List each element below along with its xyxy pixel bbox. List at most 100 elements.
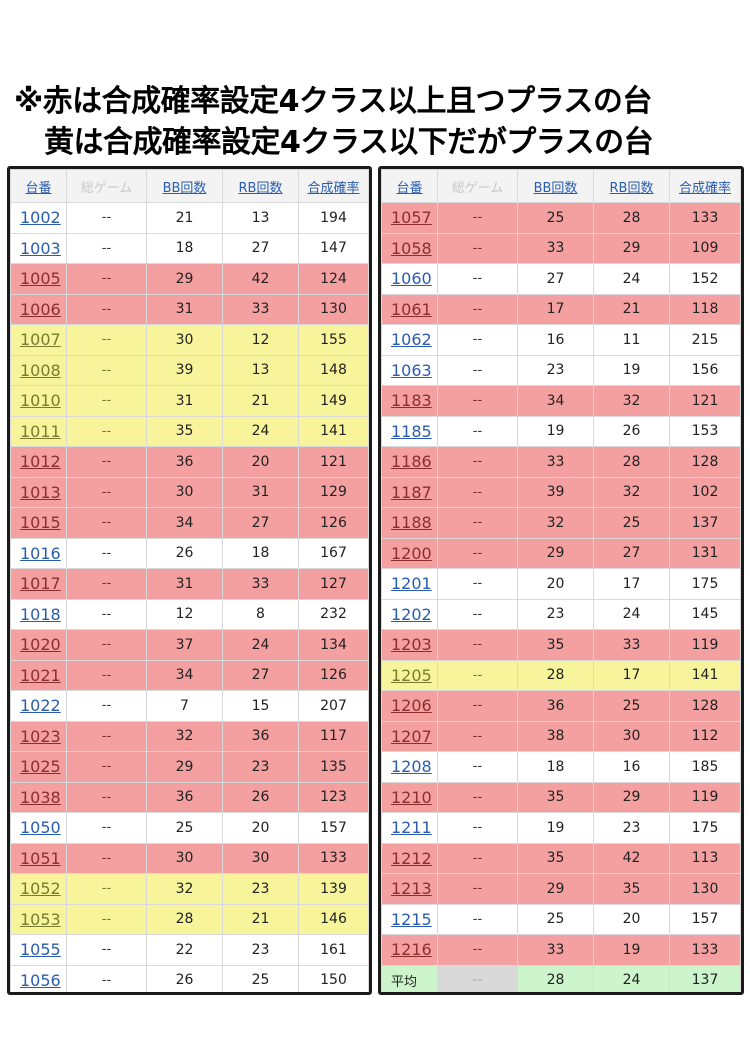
- machine-number-link[interactable]: 1183: [391, 391, 432, 411]
- machine-number-cell[interactable]: 1025: [10, 751, 67, 783]
- machine-number-link[interactable]: 1053: [20, 909, 61, 929]
- machine-number-link[interactable]: 1012: [20, 452, 61, 472]
- machine-number-cell[interactable]: 1038: [10, 781, 67, 813]
- machine-number-link[interactable]: 1211: [391, 818, 432, 838]
- machine-number-cell[interactable]: 1186: [381, 446, 438, 478]
- machine-number-cell[interactable]: 1020: [10, 629, 67, 661]
- machine-number-cell[interactable]: 1006: [10, 293, 67, 325]
- machine-number-link[interactable]: 1051: [20, 848, 61, 868]
- machine-number-cell[interactable]: 1051: [10, 842, 67, 874]
- col-header-rb-count[interactable]: RB回数: [593, 169, 670, 203]
- machine-number-link[interactable]: 1020: [20, 635, 61, 655]
- machine-number-cell[interactable]: 1013: [10, 476, 67, 508]
- machine-number-link[interactable]: 1057: [391, 208, 432, 228]
- machine-number-link[interactable]: 1200: [391, 543, 432, 563]
- machine-number-link[interactable]: 1215: [391, 909, 432, 929]
- machine-number-link[interactable]: 1022: [20, 696, 61, 716]
- machine-number-cell[interactable]: 1188: [381, 507, 438, 539]
- machine-number-cell[interactable]: 1052: [10, 873, 67, 905]
- machine-number-cell[interactable]: 1018: [10, 598, 67, 630]
- machine-number-cell[interactable]: 1015: [10, 507, 67, 539]
- machine-number-cell[interactable]: 1211: [381, 812, 438, 844]
- machine-number-link[interactable]: 1206: [391, 696, 432, 716]
- machine-number-cell[interactable]: 1183: [381, 385, 438, 417]
- machine-number-link[interactable]: 1186: [391, 452, 432, 472]
- machine-number-link[interactable]: 1017: [20, 574, 61, 594]
- machine-number-cell[interactable]: 1023: [10, 720, 67, 752]
- machine-number-link[interactable]: 1201: [391, 574, 432, 594]
- machine-number-link[interactable]: 1021: [20, 665, 61, 685]
- col-header-machine-number[interactable]: 台番: [10, 169, 67, 203]
- machine-number-link[interactable]: 1202: [391, 604, 432, 624]
- machine-number-link[interactable]: 1055: [20, 940, 61, 960]
- machine-number-cell[interactable]: 1212: [381, 842, 438, 874]
- machine-number-cell[interactable]: 1003: [10, 232, 67, 264]
- machine-number-cell[interactable]: 1010: [10, 385, 67, 417]
- machine-number-cell[interactable]: 1053: [10, 903, 67, 935]
- col-header-bb-count[interactable]: BB回数: [146, 169, 223, 203]
- machine-number-link[interactable]: 1208: [391, 757, 432, 777]
- machine-number-link[interactable]: 1003: [20, 238, 61, 258]
- machine-number-link[interactable]: 1016: [20, 543, 61, 563]
- machine-number-cell[interactable]: 1203: [381, 629, 438, 661]
- machine-number-link[interactable]: 1212: [391, 848, 432, 868]
- machine-number-link[interactable]: 1061: [391, 299, 432, 319]
- machine-number-cell[interactable]: 1207: [381, 720, 438, 752]
- machine-number-cell[interactable]: 1056: [10, 964, 67, 992]
- machine-number-link[interactable]: 1185: [391, 421, 432, 441]
- machine-number-cell[interactable]: 1005: [10, 263, 67, 295]
- machine-number-cell[interactable]: 1016: [10, 537, 67, 569]
- machine-number-cell[interactable]: 1012: [10, 446, 67, 478]
- machine-number-cell[interactable]: 1208: [381, 751, 438, 783]
- machine-number-cell[interactable]: 1017: [10, 568, 67, 600]
- machine-number-link[interactable]: 1060: [391, 269, 432, 289]
- machine-number-cell[interactable]: 1060: [381, 263, 438, 295]
- machine-number-link[interactable]: 1007: [20, 330, 61, 350]
- machine-number-link[interactable]: 1025: [20, 757, 61, 777]
- machine-number-cell[interactable]: 1050: [10, 812, 67, 844]
- col-header-combined-rate[interactable]: 合成確率: [669, 169, 741, 203]
- machine-number-cell[interactable]: 1008: [10, 354, 67, 386]
- machine-number-link[interactable]: 1015: [20, 513, 61, 533]
- machine-number-link[interactable]: 1213: [391, 879, 432, 899]
- machine-number-link[interactable]: 1188: [391, 513, 432, 533]
- machine-number-cell[interactable]: 1205: [381, 659, 438, 691]
- col-header-bb-count[interactable]: BB回数: [517, 169, 594, 203]
- machine-number-cell[interactable]: 1058: [381, 232, 438, 264]
- machine-number-cell[interactable]: 1061: [381, 293, 438, 325]
- machine-number-link[interactable]: 1023: [20, 726, 61, 746]
- machine-number-link[interactable]: 1013: [20, 482, 61, 502]
- machine-number-cell[interactable]: 1200: [381, 537, 438, 569]
- machine-number-cell[interactable]: 1216: [381, 934, 438, 966]
- machine-number-cell[interactable]: 1201: [381, 568, 438, 600]
- machine-number-link[interactable]: 1216: [391, 940, 432, 960]
- machine-number-cell[interactable]: 1210: [381, 781, 438, 813]
- col-header-rb-count[interactable]: RB回数: [222, 169, 299, 203]
- col-header-machine-number[interactable]: 台番: [381, 169, 438, 203]
- machine-number-link[interactable]: 1018: [20, 604, 61, 624]
- machine-number-link[interactable]: 1203: [391, 635, 432, 655]
- machine-number-link[interactable]: 1011: [20, 421, 61, 441]
- machine-number-link[interactable]: 1038: [20, 787, 61, 807]
- machine-number-cell[interactable]: 1022: [10, 690, 67, 722]
- machine-number-cell[interactable]: 1002: [10, 202, 67, 234]
- machine-number-link[interactable]: 1052: [20, 879, 61, 899]
- col-header-combined-rate[interactable]: 合成確率: [298, 169, 369, 203]
- machine-number-cell[interactable]: 1055: [10, 934, 67, 966]
- machine-number-link[interactable]: 1187: [391, 482, 432, 502]
- machine-number-cell[interactable]: 1213: [381, 873, 438, 905]
- machine-number-cell[interactable]: 1011: [10, 415, 67, 447]
- machine-number-link[interactable]: 1002: [20, 208, 61, 228]
- machine-number-link[interactable]: 1058: [391, 238, 432, 258]
- machine-number-cell[interactable]: 1202: [381, 598, 438, 630]
- machine-number-cell[interactable]: 1021: [10, 659, 67, 691]
- machine-number-cell[interactable]: 1062: [381, 324, 438, 356]
- machine-number-link[interactable]: 1210: [391, 787, 432, 807]
- machine-number-link[interactable]: 1056: [20, 970, 61, 990]
- machine-number-link[interactable]: 1050: [20, 818, 61, 838]
- machine-number-link[interactable]: 1205: [391, 665, 432, 685]
- machine-number-link[interactable]: 1010: [20, 391, 61, 411]
- machine-number-link[interactable]: 1207: [391, 726, 432, 746]
- machine-number-link[interactable]: 1006: [20, 299, 61, 319]
- machine-number-cell[interactable]: 1206: [381, 690, 438, 722]
